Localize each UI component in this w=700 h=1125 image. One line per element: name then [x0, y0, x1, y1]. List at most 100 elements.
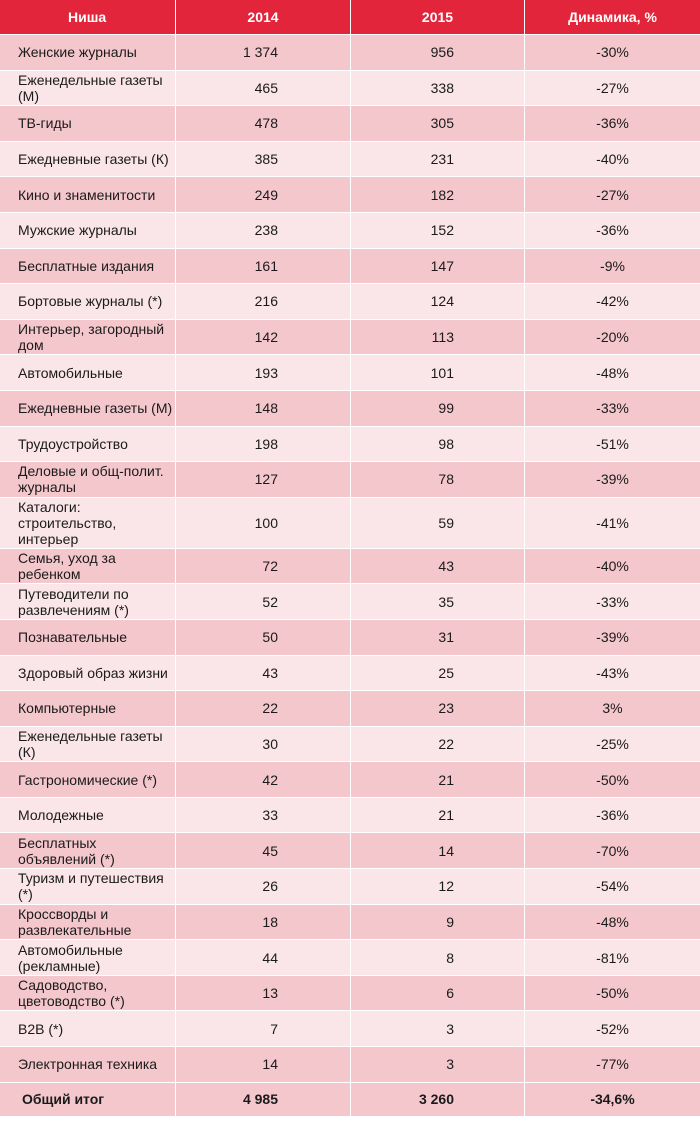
table-row: Кино и знаменитости 249 182 -27% [0, 177, 700, 213]
value-2015-cell: 59 [351, 497, 525, 549]
dynamics-cell: 3% [525, 691, 700, 727]
header-2015: 2015 [351, 0, 525, 35]
niche-cell: Интерьер, загородный дом [0, 319, 176, 356]
dynamics-cell: -48% [525, 904, 700, 941]
dynamics-cell: -30% [525, 35, 700, 71]
value-2014-cell: 14 [176, 1047, 351, 1083]
niche-cell: Трудоустройство [0, 426, 176, 463]
table-row: Бесплатные издания 161 147 -9% [0, 248, 700, 285]
niche-cell: Путеводители по развлечениям (*) [0, 584, 176, 620]
dynamics-cell: -42% [525, 284, 700, 320]
value-2014-cell: 13 [176, 975, 351, 1012]
value-2015-cell: 21 [351, 797, 525, 834]
value-2015-cell: 338 [351, 70, 525, 107]
value-2014-cell: 161 [176, 248, 351, 285]
table-header: Ниша 2014 2015 Динамика, % [0, 0, 700, 35]
value-2014-cell: 216 [176, 284, 351, 320]
table-row: Деловые и общ-полит. журналы 127 78 -39% [0, 462, 700, 498]
table-row: Ежедневные газеты (М) 148 99 -33% [0, 390, 700, 427]
value-2014-cell: 478 [176, 106, 351, 142]
value-2014-cell: 142 [176, 319, 351, 356]
value-2015-cell: 9 [351, 904, 525, 941]
niche-cell: Еженедельные газеты (К) [0, 726, 176, 763]
table-row: Ежедневные газеты (К) 385 231 -40% [0, 141, 700, 178]
total-dynamics: -34,6% [525, 1082, 700, 1117]
table-row: Здоровый образ жизни 43 25 -43% [0, 655, 700, 692]
niche-cell: Электронная техника [0, 1047, 176, 1083]
value-2015-cell: 23 [351, 691, 525, 727]
value-2014-cell: 148 [176, 390, 351, 427]
table-row: Электронная техника 14 3 -77% [0, 1047, 700, 1083]
table-row: Семья, уход за ребенком 72 43 -40% [0, 548, 700, 585]
niche-cell: Туризм и путешествия (*) [0, 869, 176, 905]
table-row: Женские журналы 1 374 956 -30% [0, 35, 700, 71]
value-2014-cell: 26 [176, 869, 351, 905]
dynamics-cell: -27% [525, 70, 700, 107]
niche-cell: Кино и знаменитости [0, 177, 176, 213]
niche-cell: Гастрономические (*) [0, 762, 176, 798]
value-2014-cell: 7 [176, 1011, 351, 1048]
table-row: Гастрономические (*) 42 21 -50% [0, 762, 700, 798]
value-2014-cell: 43 [176, 655, 351, 692]
dynamics-cell: -41% [525, 497, 700, 549]
value-2014-cell: 1 374 [176, 35, 351, 71]
dynamics-cell: -52% [525, 1011, 700, 1048]
niche-cell: Мужские журналы [0, 212, 176, 249]
dynamics-cell: -36% [525, 106, 700, 142]
value-2015-cell: 956 [351, 35, 525, 71]
table-row: Еженедельные газеты (М) 465 338 -27% [0, 70, 700, 107]
value-2014-cell: 198 [176, 426, 351, 463]
table-row: Познавательные 50 31 -39% [0, 619, 700, 656]
dynamics-cell: -40% [525, 141, 700, 178]
table-row: Компьютерные 22 23 3% [0, 691, 700, 727]
niche-cell: B2B (*) [0, 1011, 176, 1048]
dynamics-cell: -51% [525, 426, 700, 463]
niche-cell: Познавательные [0, 619, 176, 656]
niche-cell: Бесплатные издания [0, 248, 176, 285]
niche-cell: Садоводство, цветоводство (*) [0, 975, 176, 1012]
value-2014-cell: 127 [176, 462, 351, 498]
value-2014-cell: 238 [176, 212, 351, 249]
header-2014: 2014 [176, 0, 351, 35]
total-label: Общий итог [0, 1082, 176, 1117]
value-2015-cell: 152 [351, 212, 525, 249]
value-2014-cell: 42 [176, 762, 351, 798]
table-row: B2B (*) 7 3 -52% [0, 1011, 700, 1048]
dynamics-cell: -81% [525, 940, 700, 976]
dynamics-cell: -39% [525, 462, 700, 498]
niche-cell: Автомобильные [0, 355, 176, 391]
table-row: Интерьер, загородный дом 142 113 -20% [0, 319, 700, 356]
niche-cell: Бортовые журналы (*) [0, 284, 176, 320]
value-2015-cell: 98 [351, 426, 525, 463]
table-row: Молодежные 33 21 -36% [0, 797, 700, 834]
value-2014-cell: 193 [176, 355, 351, 391]
value-2014-cell: 50 [176, 619, 351, 656]
value-2015-cell: 78 [351, 462, 525, 498]
value-2014-cell: 465 [176, 70, 351, 107]
value-2015-cell: 14 [351, 833, 525, 870]
value-2014-cell: 72 [176, 548, 351, 585]
niche-cell: Еженедельные газеты (М) [0, 70, 176, 107]
table-row: Путеводители по развлечениям (*) 52 35 -33% [0, 584, 700, 620]
niche-cell: Ежедневные газеты (М) [0, 390, 176, 427]
value-2014-cell: 385 [176, 141, 351, 178]
niche-cell: Женские журналы [0, 35, 176, 71]
dynamics-cell: -40% [525, 548, 700, 585]
table-row: Туризм и путешествия (*) 26 12 -54% [0, 869, 700, 905]
dynamics-cell: -50% [525, 975, 700, 1012]
value-2015-cell: 8 [351, 940, 525, 976]
value-2014-cell: 45 [176, 833, 351, 870]
table-row: Еженедельные газеты (К) 30 22 -25% [0, 726, 700, 763]
table-body: Женские журналы 1 374 956 -30% Еженедельные … [0, 35, 700, 1083]
niche-cell: Ежедневные газеты (К) [0, 141, 176, 178]
dynamics-cell: -70% [525, 833, 700, 870]
header-dynamics: Динамика, % [525, 0, 700, 35]
dynamics-cell: -36% [525, 212, 700, 249]
value-2014-cell: 22 [176, 691, 351, 727]
value-2015-cell: 101 [351, 355, 525, 391]
value-2014-cell: 33 [176, 797, 351, 834]
value-2015-cell: 31 [351, 619, 525, 656]
value-2015-cell: 25 [351, 655, 525, 692]
value-2015-cell: 3 [351, 1047, 525, 1083]
